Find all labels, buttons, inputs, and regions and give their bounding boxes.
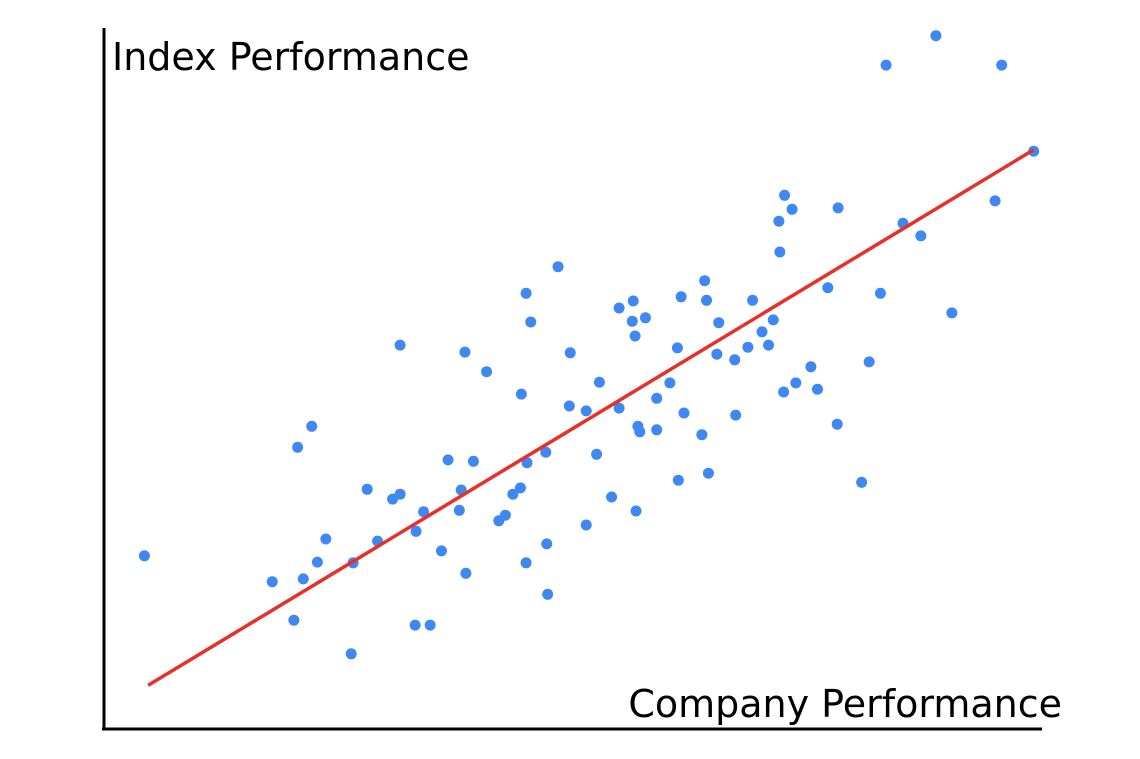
scatter-point — [831, 418, 843, 430]
scatter-point — [786, 203, 798, 215]
scatter-point — [540, 446, 552, 458]
x-axis-label: Company Performance — [628, 682, 1062, 726]
scatter-point — [542, 588, 554, 600]
scatter-point — [774, 246, 786, 258]
scatter-point — [989, 195, 1001, 207]
scatter-point — [435, 545, 447, 557]
scatter-point — [874, 287, 886, 299]
scatter-point — [699, 275, 711, 287]
scatter-point — [639, 312, 651, 324]
scatter-point — [520, 557, 532, 569]
scatter-point — [453, 504, 465, 516]
scatter-point — [880, 59, 892, 71]
scatter-point — [742, 341, 754, 353]
scatter-point — [499, 509, 511, 521]
scatter-point — [651, 424, 663, 436]
scatter-point — [613, 402, 625, 414]
scatter-point — [713, 317, 725, 329]
scatter-point — [514, 482, 526, 494]
scatter-point — [711, 348, 723, 360]
scatter-point — [593, 376, 605, 388]
scatter-point — [266, 576, 278, 588]
scatter-point — [306, 420, 318, 432]
scatter-point — [591, 448, 603, 460]
scatter-point — [675, 291, 687, 303]
trend-line — [147, 148, 1035, 687]
scatter-point — [664, 377, 676, 389]
scatter-point — [822, 282, 834, 294]
scatter-point — [394, 339, 406, 351]
scatter-point — [345, 648, 357, 660]
scatter-point — [288, 614, 300, 626]
scatter-point — [541, 538, 553, 550]
scatter-point — [606, 491, 618, 503]
scatter-point — [767, 314, 779, 326]
scatter-point — [805, 361, 817, 373]
scatter-point — [418, 506, 430, 518]
scatter-point — [520, 287, 532, 299]
scatter-point — [678, 407, 690, 419]
scatter-point — [702, 467, 714, 479]
scatter-point — [613, 302, 625, 314]
scatter-point — [515, 388, 527, 400]
scatter-point — [651, 392, 663, 404]
scatter-point — [394, 488, 406, 500]
scatter-point — [409, 619, 421, 631]
scatter-point — [410, 525, 422, 537]
scatter-point — [459, 346, 471, 358]
scatter-point — [521, 457, 533, 469]
scatter-point — [481, 366, 493, 378]
scatter-point — [671, 342, 683, 354]
scatter-point — [790, 377, 802, 389]
scatter-point — [629, 330, 641, 342]
scatter-point — [811, 383, 823, 395]
scatter-point — [552, 261, 564, 273]
scatter-point — [763, 339, 775, 351]
scatter-point — [626, 315, 638, 327]
scatter-point — [946, 307, 958, 319]
scatter-point — [756, 326, 768, 338]
scatter-point — [442, 454, 454, 466]
scatter-point — [525, 316, 537, 328]
scatter-point — [930, 30, 942, 42]
scatter-point — [915, 230, 927, 242]
scatter-point — [630, 505, 642, 517]
scatter-point — [580, 519, 592, 531]
scatter-point — [361, 483, 373, 495]
scatter-point — [996, 59, 1008, 71]
scatter-point — [320, 533, 332, 545]
scatter-point — [507, 488, 519, 500]
scatter-point — [729, 354, 741, 366]
scatter-point — [634, 426, 646, 438]
scatter-point — [696, 429, 708, 441]
scatter-point — [563, 400, 575, 412]
scatter-point — [292, 441, 304, 453]
y-axis-label: Index Performance — [112, 35, 470, 79]
scatter-point — [424, 619, 436, 631]
scatter-point — [747, 294, 759, 306]
scatter-point — [779, 189, 791, 201]
scatter-point — [138, 550, 150, 562]
scatter-point — [467, 455, 479, 467]
scatter-point — [773, 215, 785, 227]
scatter-point — [832, 202, 844, 214]
scatter-point — [297, 573, 309, 585]
scatter-point — [311, 556, 323, 568]
scatter-point — [564, 347, 576, 359]
scatter-point — [627, 295, 639, 307]
scatter-point — [856, 476, 868, 488]
scatter-point — [701, 294, 713, 306]
scatter-point — [580, 405, 592, 417]
scatter-point — [778, 386, 790, 398]
scatter-point — [730, 409, 742, 421]
scatter-point — [672, 474, 684, 486]
scatter-point — [460, 567, 472, 579]
scatter-point — [863, 356, 875, 368]
